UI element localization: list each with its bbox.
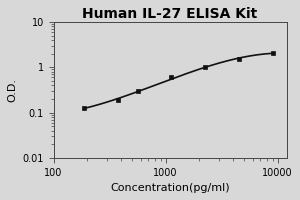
Y-axis label: O.D.: O.D.	[7, 78, 17, 102]
Title: Human IL-27 ELISA Kit: Human IL-27 ELISA Kit	[82, 7, 258, 21]
X-axis label: Concentration(pg/ml): Concentration(pg/ml)	[110, 183, 230, 193]
